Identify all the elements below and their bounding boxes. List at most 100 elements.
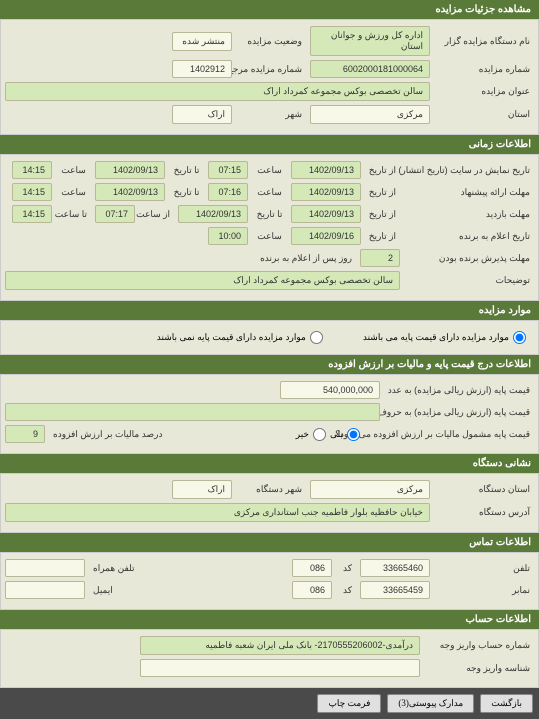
has-base-price-item[interactable]: موارد مزایده دارای قیمت پایه می باشند [363, 331, 526, 344]
time-lbl2: ساعت [56, 163, 91, 178]
addr-province-value: مرکزی [310, 480, 430, 499]
address-header: نشانی دستگاه [0, 454, 539, 473]
from-time-lbl1: از ساعت [139, 207, 174, 222]
proposal-from-time: 07:16 [208, 183, 248, 201]
account-num-value: درآمدی-2170555206002- بانک ملی ایران شعب… [140, 636, 420, 655]
province-value: مرکزی [310, 105, 430, 124]
addr-city-value: اراک [172, 480, 232, 499]
vat-label: قیمت پایه مشمول مالیات بر ارزش افزوده می… [364, 427, 534, 442]
timing-body: تاریخ نمایش در سایت (تاریخ انتشار) از تا… [0, 154, 539, 301]
from-date-lbl2: از تاریخ [365, 185, 400, 200]
from-date-lbl1: از تاریخ [365, 163, 400, 178]
account-body: شماره حساب واریز وجه درآمدی-217055520600… [0, 629, 539, 688]
to-date-lbl1: تا تاریخ [169, 163, 204, 178]
ref-num-value: 1402912 [172, 60, 232, 78]
account-header: اطلاعات حساب [0, 610, 539, 629]
fax-value: 33665459 [360, 581, 430, 599]
vat-no-label: خیر [296, 429, 309, 440]
base-price-num-label: قیمت پایه (ارزش ریالی مزایده) به عدد [384, 383, 534, 398]
items-header: موارد مزایده [0, 301, 539, 320]
province-label: استان [434, 107, 534, 122]
time-lbl4: ساعت [56, 185, 91, 200]
announce-time: 10:00 [208, 227, 248, 245]
desc-value: سالن تخصصی بوکس مجموعه کمرداد اراک [5, 271, 400, 290]
status-label: وضعیت مزایده [236, 34, 306, 49]
address-body: استان دستگاه مرکزی شهر دستگاه اراک آدرس … [0, 473, 539, 533]
ref-num-label: شماره مزایده مرجع [236, 62, 306, 77]
back-button[interactable]: بازگشت [480, 694, 533, 713]
mobile-label: تلفن همراه [89, 561, 139, 576]
no-base-price-label: موارد مزایده دارای قیمت پایه نمی باشند [157, 332, 306, 343]
docs-button[interactable]: مدارک پیوستی(3) [387, 694, 474, 713]
account-num-label: شماره حساب واریز وجه [424, 638, 534, 653]
announce-from-date: 1402/09/16 [291, 227, 361, 245]
print-button[interactable]: فرمت چاپ [317, 694, 381, 713]
to-time-lbl1: تا ساعت [56, 207, 91, 222]
proposal-to-time: 14:15 [12, 183, 52, 201]
details-header: مشاهده جزئیات مزایده [0, 0, 539, 19]
proposal-label: مهلت ارائه پیشنهاد [404, 185, 534, 200]
visit-to-date: 1402/09/13 [178, 205, 248, 223]
from-date-lbl4: از تاریخ [365, 229, 400, 244]
mobile-value [5, 559, 85, 577]
fax-code-value: 086 [292, 581, 332, 599]
display-from-date: 1402/09/13 [291, 161, 361, 179]
visit-from-date: 1402/09/13 [291, 205, 361, 223]
visit-from-time: 07:17 [95, 205, 135, 223]
addr-province-label: استان دستگاه [434, 482, 534, 497]
to-date-lbl3: تا تاریخ [252, 207, 287, 222]
phone-label: تلفن [434, 561, 534, 576]
vat-yes-label: بلی [330, 429, 343, 440]
fax-label: نمابر [434, 583, 534, 598]
vat-yes-item[interactable]: بلی [330, 428, 360, 441]
has-base-price-label: موارد مزایده دارای قیمت پایه می باشند [363, 332, 509, 343]
email-label: ایمیل [89, 583, 117, 598]
auction-num-value: 6002000181000064 [310, 60, 430, 78]
proposal-from-date: 1402/09/13 [291, 183, 361, 201]
no-base-price-item[interactable]: موارد مزایده دارای قیمت پایه نمی باشند [157, 331, 323, 344]
phone-value: 33665460 [360, 559, 430, 577]
vat-no-item[interactable]: خیر [296, 428, 326, 441]
phone-code-label: کد [336, 561, 356, 576]
email-value [5, 581, 85, 599]
price-body: قیمت پایه (ارزش ریالی مزایده) به عدد 540… [0, 374, 539, 454]
footer: بازگشت مدارک پیوستی(3) فرمت چاپ [0, 688, 539, 719]
vat-no-radio[interactable] [313, 428, 326, 441]
base-price-num-value: 540,000,000 [280, 381, 380, 399]
fax-code-label: کد [336, 583, 356, 598]
contact-header: اطلاعات تماس [0, 533, 539, 552]
city-label: شهر [236, 107, 306, 122]
announce-label: تاریخ اعلام به برنده [404, 229, 534, 244]
org-label: نام دستگاه مزایده گزار [434, 34, 534, 49]
to-date-lbl2: تا تاریخ [169, 185, 204, 200]
days-after-value: 2 [360, 249, 400, 267]
items-body: موارد مزایده دارای قیمت پایه می باشند مو… [0, 320, 539, 355]
deposit-id-value [140, 659, 420, 677]
phone-code-value: 086 [292, 559, 332, 577]
has-base-price-radio[interactable] [513, 331, 526, 344]
display-label: تاریخ نمایش در سایت (تاریخ انتشار) [404, 163, 534, 178]
base-price-text-value [5, 403, 380, 421]
vat-yes-radio[interactable] [347, 428, 360, 441]
time-lbl1: ساعت [252, 163, 287, 178]
time-lbl3: ساعت [252, 185, 287, 200]
city-value: اراک [172, 105, 232, 124]
price-header: اطلاعات درج قیمت پایه و مالیات بر ارزش ا… [0, 355, 539, 374]
contact-body: تلفن 33665460 کد 086 تلفن همراه نمابر 33… [0, 552, 539, 610]
display-to-date: 1402/09/13 [95, 161, 165, 179]
accept-label: مهلت پذیرش برنده بودن [404, 251, 534, 266]
addr-address-label: آدرس دستگاه [434, 505, 534, 520]
visit-label: مهلت بازدید [404, 207, 534, 222]
from-date-lbl3: از تاریخ [365, 207, 400, 222]
deposit-id-label: شناسه واریز وجه [424, 661, 534, 676]
details-body: نام دستگاه مزایده گزار اداره کل ورزش و ج… [0, 19, 539, 135]
subject-label: عنوان مزایده [434, 84, 534, 99]
timing-header: اطلاعات زمانی [0, 135, 539, 154]
org-value: اداره کل ورزش و جوانان استان [310, 26, 430, 56]
no-base-price-radio[interactable] [310, 331, 323, 344]
auction-num-label: شماره مزایده [434, 62, 534, 77]
visit-to-time: 14:15 [12, 205, 52, 223]
subject-value: سالن تخصصی بوکس مجموعه کمرداد اراک [5, 82, 430, 101]
status-value: منتشر شده [172, 32, 232, 51]
display-from-time: 07:15 [208, 161, 248, 179]
